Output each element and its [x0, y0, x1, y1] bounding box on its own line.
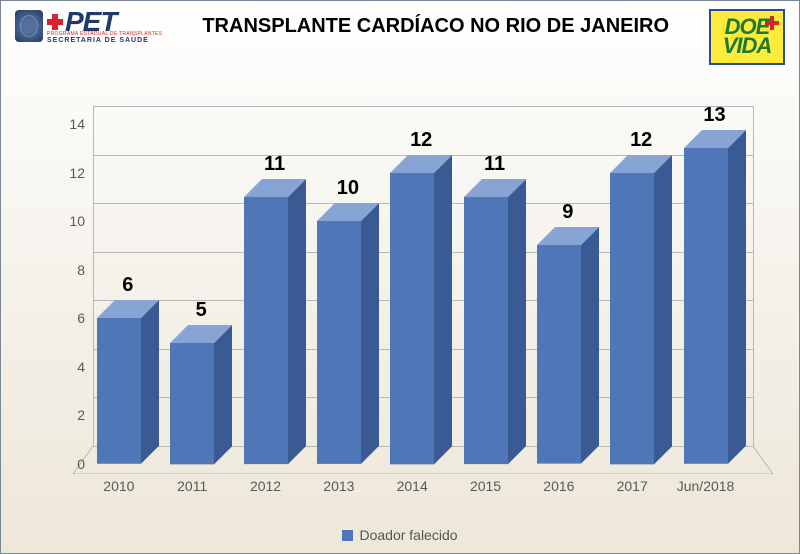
xtick-label: 2016	[543, 478, 574, 494]
bar-value-label: 12	[630, 129, 652, 152]
bar-value-label: 12	[410, 129, 432, 152]
ytick-label: 4	[55, 359, 85, 375]
bar-3d	[244, 179, 308, 466]
bar-value-label: 11	[264, 153, 285, 176]
xtick-label: 2015	[470, 478, 501, 494]
bar-3d	[537, 227, 601, 466]
pet-text-block: PET PROGRAMA ESTADUAL DE TRANSPLANTES SE…	[47, 9, 162, 44]
chart-legend: Doador falecido	[1, 527, 799, 543]
chart-wall-edge	[93, 106, 94, 446]
vida-text: VIDA	[723, 37, 772, 56]
logo-doe-vida: DOE VIDA	[709, 9, 785, 65]
ytick-label: 14	[55, 116, 85, 132]
bar-3d	[317, 203, 381, 466]
bar-3d	[464, 179, 528, 466]
xtick-label: 2017	[617, 478, 648, 494]
legend-label: Doador falecido	[359, 527, 457, 543]
ytick-label: 8	[55, 262, 85, 278]
bar-value-label: 10	[337, 177, 359, 200]
xtick-label: 2011	[177, 478, 207, 494]
ytick-label: 12	[55, 165, 85, 181]
header: PET PROGRAMA ESTADUAL DE TRANSPLANTES SE…	[1, 1, 799, 65]
bar-3d	[97, 300, 161, 466]
xtick-label: 2012	[250, 478, 281, 494]
xtick-label: 2010	[103, 478, 134, 494]
gridline	[93, 106, 753, 107]
ytick-label: 2	[55, 407, 85, 423]
ytick-label: 6	[55, 310, 85, 326]
ytick-label: 0	[55, 456, 85, 472]
bar-value-label: 6	[122, 274, 133, 297]
chart-wall-edge	[753, 106, 754, 446]
state-seal-icon	[15, 10, 43, 42]
doe-text: DOE	[725, 18, 770, 37]
legend-swatch	[342, 530, 353, 541]
pet-subtitle-1: PROGRAMA ESTADUAL DE TRANSPLANTES	[47, 32, 162, 37]
pet-subtitle-2: SECRETARIA DE SAÚDE	[47, 38, 162, 44]
bar-3d	[390, 155, 454, 466]
bar-3d	[684, 130, 748, 466]
logo-pet: PET PROGRAMA ESTADUAL DE TRANSPLANTES SE…	[15, 9, 162, 44]
xtick-label: Jun/2018	[677, 478, 735, 494]
xtick-label: 2013	[323, 478, 354, 494]
bar-value-label: 5	[196, 299, 207, 322]
bar-value-label: 11	[484, 153, 505, 176]
xtick-label: 2014	[397, 478, 428, 494]
bar-value-label: 13	[703, 104, 725, 127]
ytick-label: 10	[55, 213, 85, 229]
bar-3d	[610, 155, 674, 466]
plus-icon	[47, 14, 63, 30]
bar-chart: 651110121191213 02468101214 201020112012…	[53, 106, 769, 476]
bar-3d	[170, 325, 234, 466]
bar-value-label: 9	[562, 201, 573, 224]
page-title: TRANSPLANTE CARDÍACO NO RIO DE JANEIRO	[162, 9, 709, 38]
